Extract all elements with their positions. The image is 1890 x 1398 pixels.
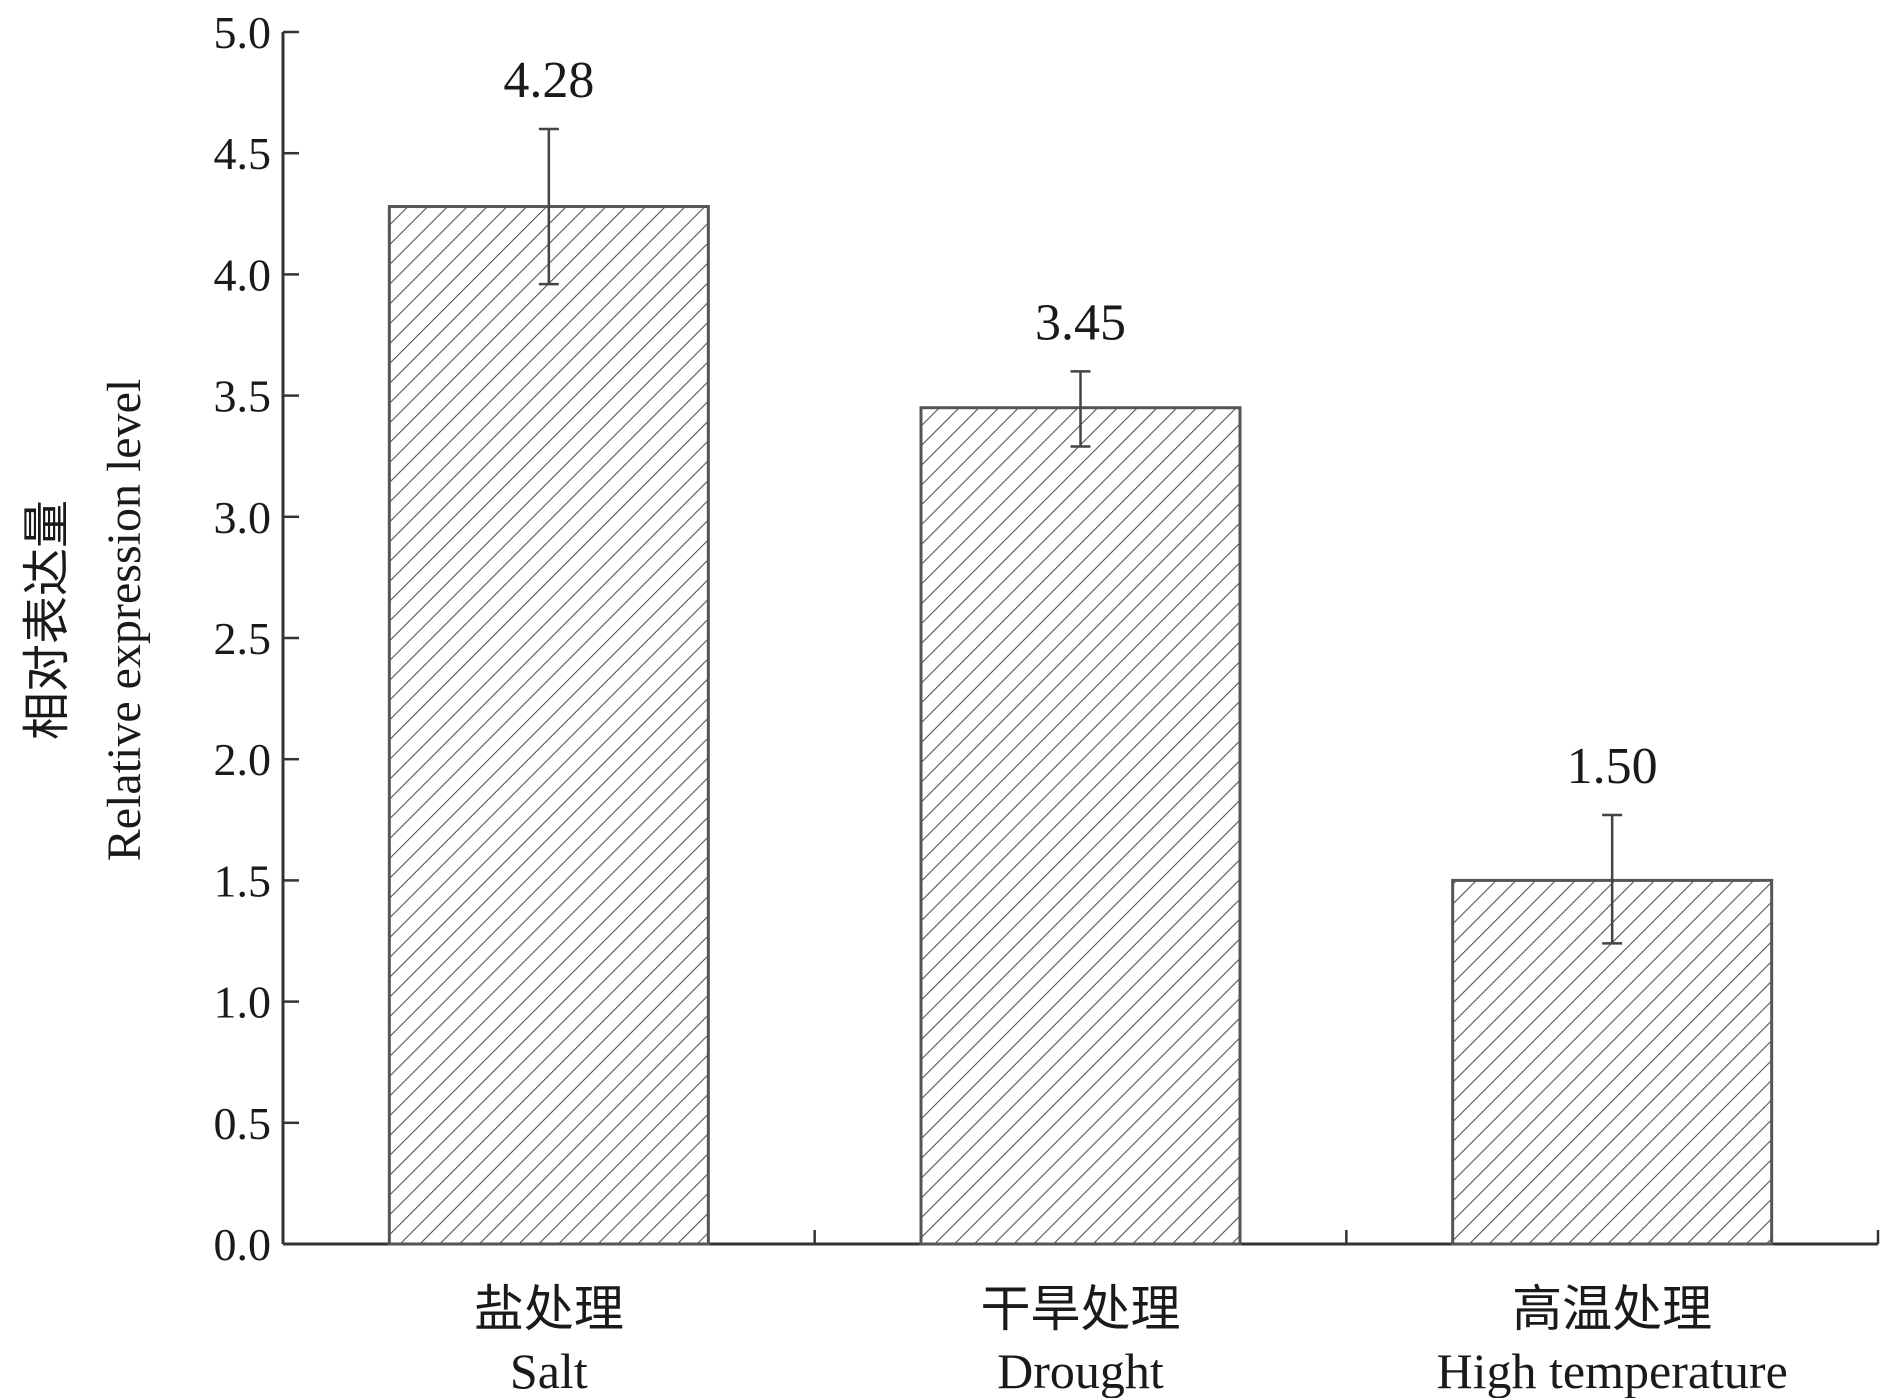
bar	[387, 205, 710, 1246]
plot-area: 0.0 0.5 1.0 1.5 2.0 2.5 3.0 3.5 4.0 4.5 5.0 4.28 盐处理…	[214, 7, 1880, 1398]
y-axis-title-zh: 相对表达量	[21, 500, 74, 740]
category-label-zh: 干旱处理	[981, 1281, 1181, 1337]
y-tick-label: 1.5	[214, 855, 272, 906]
category-label-en: High temperature	[1437, 1343, 1788, 1398]
y-axis-title-en: Relative expression level	[98, 379, 151, 862]
y-tick-label: 3.5	[214, 371, 272, 422]
category-label-zh: 盐处理	[474, 1281, 624, 1337]
y-tick-label: 3.0	[214, 492, 272, 543]
y-tick-label: 2.0	[214, 734, 272, 785]
value-label: 1.50	[1567, 738, 1658, 795]
y-tick-label: 2.5	[214, 613, 272, 664]
category-label-en: Drought	[997, 1343, 1164, 1398]
y-tick-label: 0.0	[214, 1219, 272, 1270]
bar	[919, 406, 1242, 1246]
category-label-zh: 高温处理	[1512, 1281, 1712, 1337]
y-tick-label: 4.0	[214, 249, 272, 300]
y-axis-title: 相对表达量 Relative expression level	[21, 379, 151, 862]
y-tick-label: 1.0	[214, 977, 272, 1028]
value-label: 3.45	[1035, 294, 1126, 351]
value-label: 4.28	[503, 52, 594, 109]
y-tick-label: 0.5	[214, 1098, 272, 1149]
y-tick-label: 4.5	[214, 128, 272, 179]
y-tick-label: 5.0	[214, 7, 272, 58]
category-label-en: Salt	[510, 1343, 588, 1398]
